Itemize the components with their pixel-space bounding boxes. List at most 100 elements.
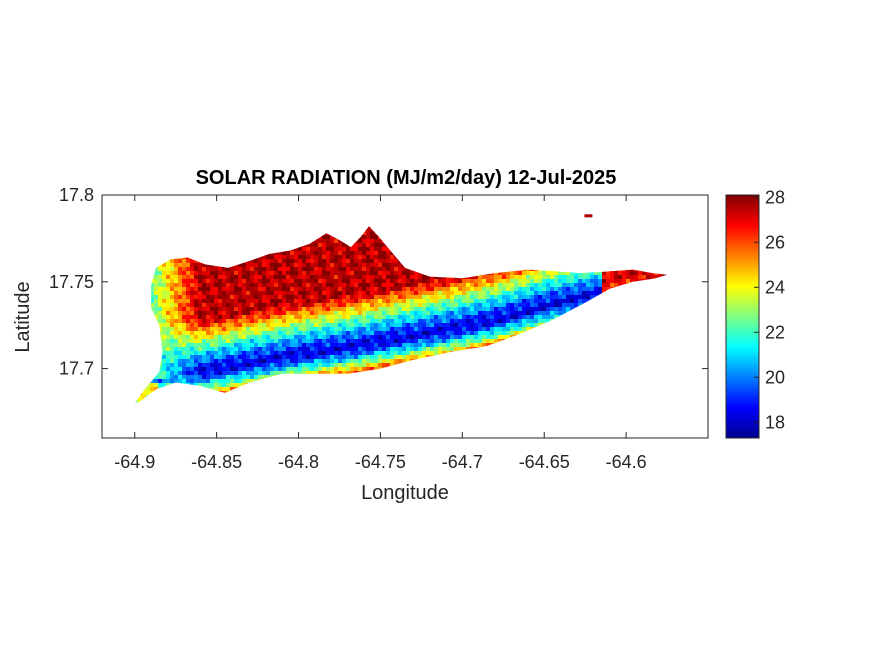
heatmap-cell xyxy=(378,363,383,368)
heatmap-cell xyxy=(402,275,407,280)
heatmap-cell xyxy=(198,311,203,316)
heatmap-cell xyxy=(230,367,235,372)
heatmap-cell xyxy=(370,307,375,312)
heatmap-cell xyxy=(234,279,239,284)
heatmap-cell xyxy=(250,355,255,360)
heatmap-cell xyxy=(326,275,331,280)
heatmap-cell xyxy=(274,291,279,296)
heatmap-cell xyxy=(198,367,203,372)
heatmap-cell xyxy=(402,283,407,288)
heatmap-cell xyxy=(158,291,163,296)
heatmap-cell xyxy=(370,287,375,292)
heatmap-cell xyxy=(230,303,235,308)
heatmap-cell xyxy=(274,347,279,352)
heatmap-cell xyxy=(350,267,355,272)
heatmap-cell xyxy=(342,311,347,316)
heatmap-cell xyxy=(374,331,379,336)
heatmap-cell xyxy=(274,307,279,312)
heatmap-cell xyxy=(226,335,231,340)
heatmap-cell xyxy=(234,367,239,372)
heatmap-cell xyxy=(310,343,315,348)
heatmap-cell xyxy=(178,351,183,356)
heatmap-cell xyxy=(326,339,331,344)
heatmap-cell xyxy=(206,287,211,292)
heatmap-cell xyxy=(182,299,187,304)
heatmap-cell xyxy=(386,343,391,348)
heatmap-cell xyxy=(258,323,263,328)
heatmap-cell xyxy=(390,319,395,324)
heatmap-cell xyxy=(242,295,247,300)
heatmap-cell xyxy=(390,311,395,316)
heatmap-cell xyxy=(182,271,187,276)
heatmap-cell xyxy=(194,259,199,264)
heatmap-cell xyxy=(282,271,287,276)
heatmap-cell xyxy=(386,347,391,352)
heatmap-cell xyxy=(226,283,231,288)
heatmap-cell xyxy=(322,359,327,364)
heatmap-cell xyxy=(290,299,295,304)
heatmap-cell xyxy=(382,299,387,304)
heatmap-cell xyxy=(170,347,175,352)
heatmap-cell xyxy=(318,335,323,340)
heatmap-cell xyxy=(406,343,411,348)
heatmap-cell xyxy=(210,331,215,336)
heatmap-cell xyxy=(282,335,287,340)
heatmap-cell xyxy=(266,355,271,360)
heatmap-cell xyxy=(262,363,267,368)
heatmap-cell xyxy=(342,315,347,320)
heatmap-cell xyxy=(294,275,299,280)
heatmap-cell xyxy=(326,359,331,364)
heatmap-cell xyxy=(218,387,223,392)
heatmap-cell xyxy=(346,331,351,336)
heatmap-cell xyxy=(286,251,291,256)
heatmap-cell xyxy=(274,351,279,356)
heatmap-cell xyxy=(170,263,175,268)
heatmap-cell xyxy=(298,267,303,272)
heatmap-cell xyxy=(222,351,227,356)
heatmap-cell xyxy=(326,279,331,284)
heatmap-cell xyxy=(362,263,367,268)
heatmap-cell xyxy=(186,291,191,296)
heatmap-cell xyxy=(210,319,215,324)
heatmap-cell xyxy=(382,263,387,268)
heatmap-cell xyxy=(178,347,183,352)
heatmap-cell xyxy=(370,331,375,336)
heatmap-cell xyxy=(258,319,263,324)
heatmap-cell xyxy=(382,275,387,280)
heatmap-cell xyxy=(158,295,163,300)
heatmap-cell xyxy=(174,319,179,324)
heatmap-cell xyxy=(282,275,287,280)
heatmap-cell xyxy=(422,279,427,284)
heatmap-cell xyxy=(230,335,235,340)
heatmap-cell xyxy=(246,311,251,316)
heatmap-cell xyxy=(254,355,259,360)
heatmap-cell xyxy=(274,315,279,320)
heatmap-cell xyxy=(370,323,375,328)
heatmap-cell xyxy=(390,299,395,304)
heatmap-cell xyxy=(230,295,235,300)
heatmap-cell xyxy=(406,327,411,332)
heatmap-cell xyxy=(266,367,271,372)
heatmap-cell xyxy=(226,299,231,304)
heatmap-cell xyxy=(202,351,207,356)
heatmap-cell xyxy=(346,295,351,300)
heatmap-cell xyxy=(342,331,347,336)
heatmap-cell xyxy=(210,291,215,296)
heatmap-cell xyxy=(238,339,243,344)
heatmap-cell xyxy=(318,311,323,316)
heatmap-cell xyxy=(398,351,403,356)
heatmap-cell xyxy=(258,299,263,304)
heatmap-cell xyxy=(306,359,311,364)
heatmap-cell xyxy=(330,259,335,264)
heatmap-cell xyxy=(178,375,183,380)
heatmap-cell xyxy=(378,355,383,360)
heatmap-cell xyxy=(366,283,371,288)
heatmap-cell xyxy=(302,295,307,300)
heatmap-cell xyxy=(210,335,215,340)
heatmap-cell xyxy=(198,355,203,360)
heatmap-cell xyxy=(274,311,279,316)
heatmap-cell xyxy=(326,311,331,316)
heatmap-cell xyxy=(162,311,167,316)
heatmap-cell xyxy=(422,323,427,328)
heatmap-cell xyxy=(170,291,175,296)
